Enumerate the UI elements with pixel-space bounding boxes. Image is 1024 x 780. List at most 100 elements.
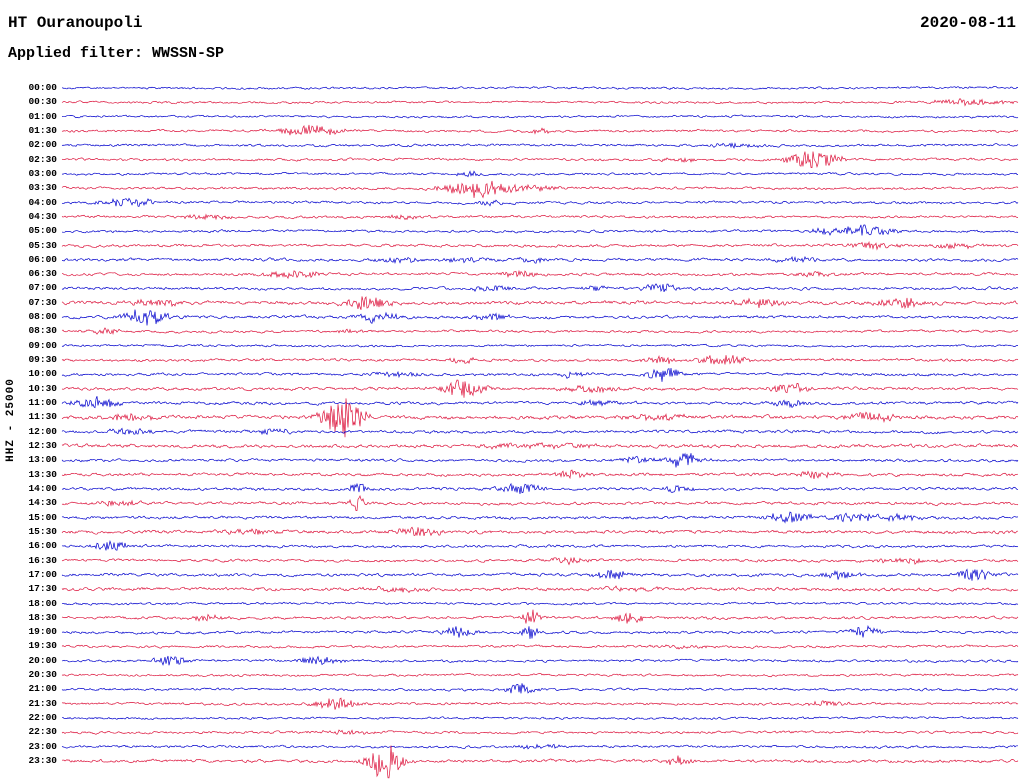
seismo-trace-15:00 xyxy=(61,511,1019,524)
seismo-trace-00:30 xyxy=(61,98,1019,107)
time-label-23:30: 23:30 xyxy=(28,755,57,767)
seismo-trace-12:30 xyxy=(61,441,1019,450)
time-label-17:30: 17:30 xyxy=(28,583,57,595)
time-label-06:30: 06:30 xyxy=(28,268,57,280)
seismo-trace-22:30 xyxy=(61,729,1019,735)
seismo-trace-16:00 xyxy=(61,540,1019,551)
time-label-18:00: 18:00 xyxy=(28,597,57,609)
time-label-20:00: 20:00 xyxy=(28,654,57,666)
time-label-00:30: 00:30 xyxy=(28,96,57,108)
seismo-trace-14:30 xyxy=(61,495,1019,512)
time-label-14:30: 14:30 xyxy=(28,497,57,509)
seismo-trace-21:00 xyxy=(61,683,1019,694)
seismo-trace-08:30 xyxy=(61,327,1019,336)
seismo-trace-09:00 xyxy=(61,343,1018,348)
time-label-08:00: 08:00 xyxy=(28,311,57,323)
seismo-trace-10:00 xyxy=(61,368,1019,382)
station-title: HT Ouranoupoli xyxy=(8,14,143,32)
seismo-trace-04:00 xyxy=(61,197,1019,207)
time-label-15:30: 15:30 xyxy=(28,525,57,537)
seismo-trace-01:30 xyxy=(61,124,1019,136)
seismo-trace-13:30 xyxy=(61,469,1019,480)
time-label-21:30: 21:30 xyxy=(28,697,57,709)
seismo-trace-02:00 xyxy=(61,142,1019,149)
seismo-trace-12:00 xyxy=(61,427,1019,436)
seismo-trace-19:30 xyxy=(61,644,1019,650)
seismo-trace-03:00 xyxy=(61,170,1019,178)
seismo-trace-09:30 xyxy=(61,354,1019,365)
time-label-13:30: 13:30 xyxy=(28,468,57,480)
seismo-trace-01:00 xyxy=(61,114,1019,119)
seismo-trace-11:00 xyxy=(61,396,1019,409)
time-label-16:00: 16:00 xyxy=(28,540,57,552)
time-label-04:30: 04:30 xyxy=(28,210,57,222)
seismo-trace-11:30 xyxy=(61,398,1019,438)
seismo-trace-23:30 xyxy=(61,745,1019,779)
time-label-10:30: 10:30 xyxy=(28,382,57,394)
time-label-09:30: 09:30 xyxy=(28,354,57,366)
time-label-02:30: 02:30 xyxy=(28,153,57,165)
seismo-trace-05:00 xyxy=(61,224,1019,236)
time-label-01:30: 01:30 xyxy=(28,124,57,136)
time-label-14:00: 14:00 xyxy=(28,482,57,494)
time-label-18:30: 18:30 xyxy=(28,611,57,623)
seismo-trace-17:30 xyxy=(61,585,1019,594)
time-label-01:00: 01:00 xyxy=(28,110,57,122)
time-label-09:00: 09:00 xyxy=(28,339,57,351)
time-label-07:00: 07:00 xyxy=(28,282,57,294)
seismo-trace-13:00 xyxy=(61,452,1019,468)
time-label-03:00: 03:00 xyxy=(28,167,57,179)
seismo-trace-18:00 xyxy=(61,601,1019,606)
time-label-21:00: 21:00 xyxy=(28,683,57,695)
seismo-trace-06:30 xyxy=(61,269,1019,280)
time-label-07:30: 07:30 xyxy=(28,296,57,308)
time-label-22:00: 22:00 xyxy=(28,712,57,724)
seismo-trace-06:00 xyxy=(62,255,1019,264)
time-label-11:30: 11:30 xyxy=(28,411,57,423)
seismo-trace-00:00 xyxy=(62,85,1019,91)
time-label-19:00: 19:00 xyxy=(28,626,57,638)
time-label-08:30: 08:30 xyxy=(28,325,57,337)
seismo-trace-23:00 xyxy=(61,743,1018,750)
applied-filter-label: Applied filter: WWSSN-SP xyxy=(8,45,225,62)
seismo-trace-03:30 xyxy=(61,180,1019,199)
time-label-11:00: 11:00 xyxy=(28,397,57,409)
time-label-05:00: 05:00 xyxy=(28,225,57,237)
time-label-20:30: 20:30 xyxy=(28,669,57,681)
seismo-trace-07:00 xyxy=(61,283,1019,293)
time-label-06:00: 06:00 xyxy=(28,253,57,265)
time-label-13:00: 13:00 xyxy=(28,454,57,466)
time-label-12:00: 12:00 xyxy=(28,425,57,437)
seismo-trace-20:30 xyxy=(61,673,1019,678)
seismo-trace-21:30 xyxy=(61,697,1019,710)
seismo-trace-15:30 xyxy=(61,526,1018,537)
time-label-10:00: 10:00 xyxy=(28,368,57,380)
time-label-15:00: 15:00 xyxy=(28,511,57,523)
seismo-trace-08:00 xyxy=(61,309,1019,326)
seismo-trace-10:30 xyxy=(61,379,1019,398)
time-label-03:30: 03:30 xyxy=(28,182,57,194)
seismo-trace-07:30 xyxy=(61,296,1018,310)
seismo-trace-22:00 xyxy=(61,716,1019,721)
seismo-trace-05:30 xyxy=(61,240,1019,251)
seismo-trace-18:30 xyxy=(61,609,1019,624)
time-label-23:00: 23:00 xyxy=(28,740,57,752)
time-label-22:30: 22:30 xyxy=(28,726,57,738)
time-label-05:30: 05:30 xyxy=(28,239,57,251)
time-label-02:00: 02:00 xyxy=(28,139,57,151)
time-label-19:30: 19:30 xyxy=(28,640,57,652)
time-label-12:30: 12:30 xyxy=(28,440,57,451)
seismo-trace-04:30 xyxy=(61,213,1019,221)
seismo-trace-17:00 xyxy=(61,568,1019,581)
time-label-17:00: 17:00 xyxy=(28,568,57,580)
seismo-trace-14:00 xyxy=(61,482,1019,494)
seismo-trace-20:00 xyxy=(61,655,1019,666)
time-label-04:00: 04:00 xyxy=(28,196,57,208)
seismo-trace-02:30 xyxy=(61,151,1019,169)
date-label: 2020-08-11 xyxy=(919,14,1016,32)
time-label-00:00: 00:00 xyxy=(28,82,57,93)
seismo-trace-19:00 xyxy=(61,625,1019,639)
seismo-trace-16:30 xyxy=(61,556,1019,566)
